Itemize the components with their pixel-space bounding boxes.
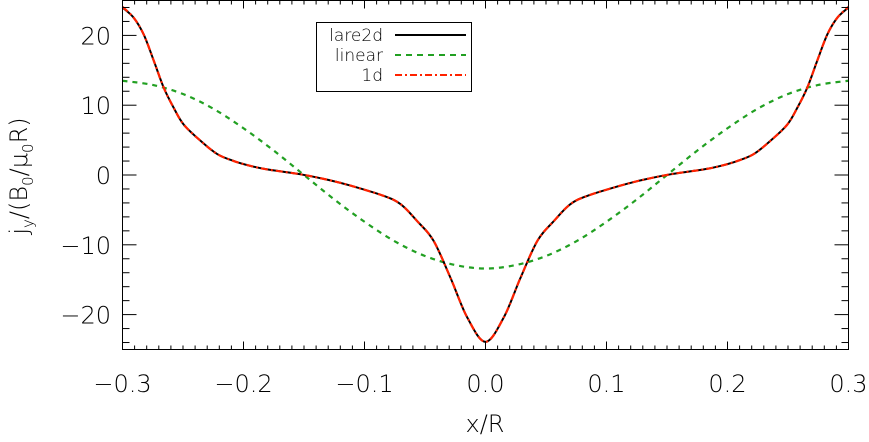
series-line-lare2d xyxy=(121,6,850,343)
legend: lare2d linear 1d xyxy=(316,22,472,92)
x-tick-label: 0.3 xyxy=(829,370,867,398)
axes-layer: −0.3 −0.2 −0.1 0.0 0.1 0.2 0.3 −20 −10 0 10 20 xyxy=(60,0,868,398)
y-tick-label: 10 xyxy=(80,92,111,120)
x-tick-label: −0.3 xyxy=(93,370,151,398)
x-tick-label: −0.2 xyxy=(214,370,272,398)
legend-label-linear: linear xyxy=(335,46,383,66)
y-tick-label: 20 xyxy=(80,22,111,50)
series-layer xyxy=(121,5,850,343)
y-tick-label: −20 xyxy=(60,302,111,330)
legend-label-1d: 1d xyxy=(361,66,383,86)
y-tick-label: −10 xyxy=(60,232,111,260)
plot-frame xyxy=(122,0,849,350)
x-axis-label: x/R xyxy=(466,410,505,438)
x-tick-label: 0.2 xyxy=(708,370,746,398)
y-tick-label: 0 xyxy=(96,162,111,190)
series-line-1d xyxy=(121,5,850,343)
legend-label-lare2d: lare2d xyxy=(329,26,383,46)
x-tick-label: −0.1 xyxy=(335,370,393,398)
series-line-linear xyxy=(122,79,849,270)
y-axis-label: jy/(B0/μ0R) xyxy=(5,117,37,235)
x-tick-label: 0.1 xyxy=(587,370,625,398)
x-tick-label: 0.0 xyxy=(466,370,504,398)
